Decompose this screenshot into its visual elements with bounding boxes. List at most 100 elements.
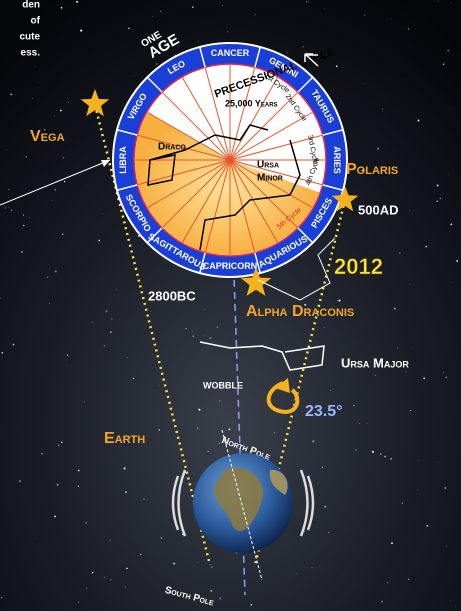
- background-star: [13, 344, 15, 346]
- background-star: [446, 545, 447, 546]
- constellation-label: Minor: [257, 173, 283, 184]
- background-star: [353, 405, 354, 406]
- background-star: [133, 378, 134, 379]
- background-star: [64, 181, 66, 183]
- background-star: [451, 3, 452, 4]
- earth-label: Earth: [104, 430, 145, 447]
- background-star: [444, 487, 446, 489]
- intro-text: of: [31, 16, 41, 27]
- background-star: [159, 429, 160, 430]
- background-star: [222, 5, 223, 6]
- background-star: [426, 525, 428, 527]
- background-star: [55, 189, 56, 190]
- background-star: [104, 345, 106, 347]
- background-star: [391, 542, 393, 544]
- background-star: [103, 214, 104, 215]
- background-star: [456, 260, 458, 262]
- background-star: [390, 458, 391, 459]
- background-star: [67, 355, 68, 356]
- background-star: [380, 453, 381, 454]
- background-star: [9, 207, 10, 208]
- background-star: [308, 1, 309, 2]
- background-star: [208, 451, 209, 452]
- background-star: [193, 335, 195, 337]
- background-star: [135, 75, 136, 76]
- background-star: [211, 566, 213, 568]
- background-star: [322, 467, 323, 468]
- background-star: [62, 233, 64, 235]
- background-star: [406, 79, 407, 80]
- background-star: [192, 331, 193, 332]
- background-star: [243, 576, 244, 577]
- diagram: den of cute ess. CANCERGEMINITAURUSARIES…: [0, 0, 461, 611]
- background-star: [35, 67, 36, 68]
- background-star: [80, 30, 82, 32]
- background-star: [61, 7, 63, 9]
- background-star: [443, 63, 444, 64]
- background-star: [397, 348, 398, 349]
- background-star: [6, 150, 7, 151]
- background-star: [11, 209, 12, 210]
- background-star: [367, 423, 368, 424]
- background-star: [186, 328, 187, 329]
- background-star: [98, 240, 100, 242]
- year-label: 2012: [334, 254, 383, 279]
- constellation-label: Ursa: [257, 160, 279, 171]
- background-star: [410, 410, 411, 411]
- wobble-label: WOBBLE: [203, 380, 243, 390]
- background-star: [125, 491, 127, 493]
- background-star: [312, 440, 314, 442]
- background-star: [143, 498, 144, 499]
- background-star: [86, 588, 87, 589]
- background-star: [76, 1, 78, 3]
- background-star: [219, 400, 220, 401]
- background-star: [255, 14, 256, 15]
- background-star: [19, 480, 21, 482]
- background-star: [37, 88, 38, 89]
- background-star: [359, 423, 360, 424]
- background-star: [35, 538, 36, 539]
- background-star: [409, 210, 410, 211]
- background-star: [402, 503, 403, 504]
- background-star: [384, 456, 386, 458]
- background-star: [49, 303, 50, 304]
- background-star: [337, 300, 338, 301]
- background-star: [216, 326, 218, 328]
- background-star: [114, 295, 115, 296]
- background-star: [228, 428, 230, 430]
- background-star: [312, 567, 313, 568]
- background-star: [306, 1, 307, 2]
- background-star: [447, 50, 449, 52]
- background-star: [425, 246, 427, 248]
- background-star: [219, 443, 220, 444]
- background-star: [375, 375, 376, 376]
- background-star: [399, 253, 400, 254]
- background-star: [198, 41, 199, 42]
- background-star: [448, 174, 449, 175]
- background-star: [370, 252, 371, 253]
- background-star: [58, 444, 60, 446]
- background-star: [419, 460, 420, 461]
- background-star: [61, 442, 62, 443]
- background-star: [408, 28, 410, 30]
- background-star: [198, 562, 199, 563]
- background-star: [440, 198, 441, 199]
- background-star: [355, 449, 357, 451]
- background-star: [32, 98, 33, 99]
- background-star: [84, 401, 85, 402]
- background-star: [159, 385, 160, 386]
- background-star: [330, 390, 331, 391]
- background-star: [110, 579, 111, 580]
- background-star: [127, 357, 128, 358]
- background-star: [227, 31, 228, 32]
- background-star: [293, 400, 294, 401]
- background-star: [78, 23, 79, 24]
- background-star: [364, 14, 365, 15]
- star-label: Vega: [30, 128, 65, 145]
- background-star: [57, 484, 59, 486]
- sign-label: LIBRA: [118, 146, 128, 174]
- background-star: [443, 372, 444, 373]
- background-star: [324, 9, 325, 10]
- background-star: [410, 284, 411, 285]
- background-star: [210, 590, 212, 592]
